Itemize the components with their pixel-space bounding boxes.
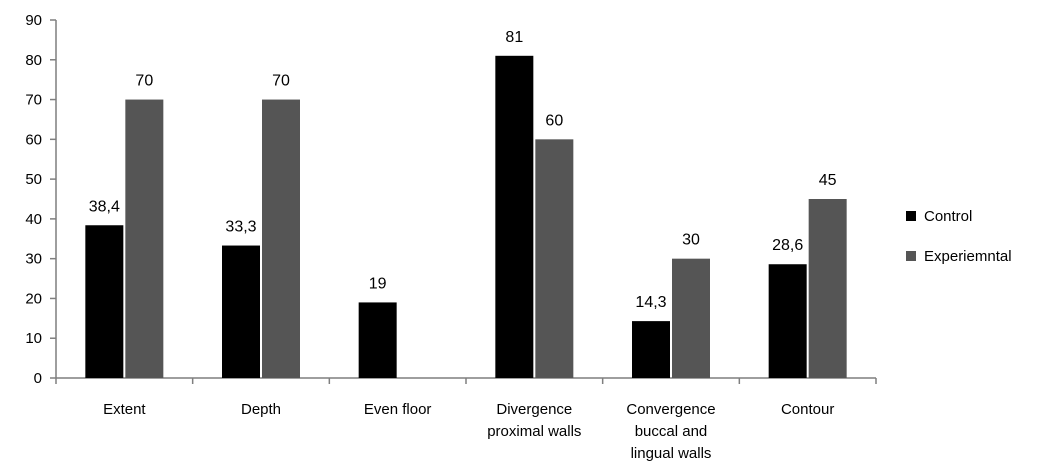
data-label: 30 [682, 232, 700, 249]
data-label: 60 [545, 112, 563, 129]
data-label: 33,3 [225, 219, 256, 236]
bar-control [85, 225, 124, 378]
bar-experiemntal [125, 99, 164, 379]
x-tick-label: Depth [241, 401, 281, 418]
y-tick-label: 90 [25, 12, 42, 29]
data-label: 81 [505, 29, 523, 46]
data-label: 19 [369, 275, 387, 292]
legend-item-experimental: Experiemntal [906, 246, 1012, 266]
legend-label-experimental: Experiemntal [924, 247, 1012, 265]
y-tick-label: 70 [25, 92, 42, 109]
x-tick-label: Convergence buccal and lingual walls [626, 401, 715, 462]
bar-experiemntal [535, 139, 574, 378]
data-label: 38,4 [89, 198, 120, 215]
bar-control [768, 264, 807, 378]
legend-swatch-experimental [906, 251, 916, 261]
data-label: 14,3 [635, 294, 666, 311]
bar-control [222, 245, 260, 378]
x-tick-label: Even floor [364, 401, 432, 418]
bar-experiemntal [672, 258, 710, 378]
x-tick-label: Extent [103, 401, 146, 418]
y-tick-label: 60 [25, 131, 42, 148]
bar-experiemntal [262, 99, 300, 379]
x-tick-label: Divergence proximal walls [487, 401, 581, 440]
legend: Control Experiemntal [906, 206, 1012, 286]
bar-control [358, 302, 397, 378]
legend-swatch-control [906, 211, 916, 221]
y-tick-label: 30 [25, 251, 42, 268]
data-label: 28,6 [772, 237, 803, 254]
y-tick-label: 0 [34, 370, 42, 387]
legend-label-control: Control [924, 207, 973, 225]
bar-experiemntal [808, 199, 847, 378]
bar-control [495, 55, 534, 379]
legend-item-control: Control [906, 206, 1012, 226]
y-tick-label: 10 [25, 330, 42, 347]
y-tick-label: 40 [25, 211, 42, 228]
bar-control [632, 321, 670, 378]
y-tick-label: 80 [25, 52, 42, 69]
data-label: 70 [272, 73, 290, 90]
data-label: 45 [819, 172, 837, 189]
x-tick-label: Contour [781, 401, 834, 418]
y-tick-label: 20 [25, 290, 42, 307]
data-label: 70 [135, 73, 153, 90]
y-tick-label: 50 [25, 171, 42, 188]
